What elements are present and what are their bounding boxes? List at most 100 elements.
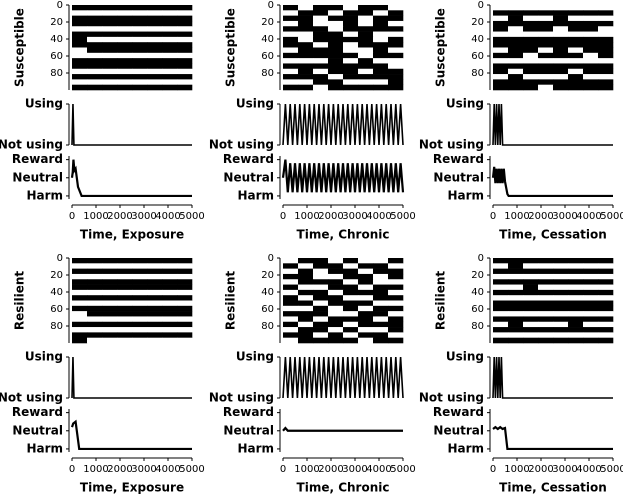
raster-cell — [72, 42, 88, 48]
raster-cell — [508, 332, 524, 338]
raster-cell — [87, 327, 103, 333]
raster-cell — [72, 289, 88, 296]
raster-cell — [343, 26, 359, 32]
raster-cell — [328, 31, 344, 38]
raster-cell — [343, 15, 359, 22]
raster-cell — [523, 5, 539, 11]
raster-cell — [493, 279, 509, 285]
y-tick-label: Harm — [26, 188, 63, 202]
raster-cell — [583, 20, 599, 27]
raster-cell — [147, 332, 163, 338]
raster-cell — [538, 15, 554, 22]
x-tick-label: 5000 — [179, 211, 204, 222]
raster-cell — [358, 273, 374, 280]
raster-cell — [523, 289, 539, 296]
raster-cell — [313, 47, 329, 54]
raster-cell — [283, 68, 299, 75]
raster-cell — [358, 337, 374, 344]
raster-cell — [147, 5, 163, 11]
raster-cell — [177, 258, 193, 264]
raster-cell — [553, 316, 569, 323]
raster-cell — [162, 42, 178, 48]
y-tick-label: Not using — [0, 391, 63, 405]
x-tick-label: 4000 — [366, 211, 391, 222]
raster-cell — [298, 63, 314, 70]
x-tick-label: 2000 — [107, 464, 132, 475]
y-tick-label: Using — [446, 97, 484, 111]
raster-cell — [102, 268, 118, 275]
raster-cell — [132, 20, 148, 27]
raster-cell — [328, 279, 344, 285]
x-axis-label: Time, Chronic — [297, 481, 390, 495]
raster-cell — [343, 52, 359, 59]
raster-cell — [373, 321, 389, 328]
raster-cell — [553, 337, 569, 344]
raster-cell — [162, 321, 178, 328]
raster-cell — [132, 36, 148, 43]
raster-cell — [373, 268, 389, 275]
raster-cell — [583, 68, 599, 75]
raster-cell — [343, 74, 359, 80]
raster-cell — [373, 74, 389, 80]
x-tick-label: 1000 — [294, 211, 319, 222]
raster-cell — [508, 58, 524, 64]
raster-cell — [493, 268, 509, 275]
raster-cell — [373, 258, 389, 264]
raster-cell — [147, 258, 163, 264]
raster-cell — [538, 52, 554, 59]
raster-cell — [102, 10, 118, 16]
raster-cell — [523, 337, 539, 344]
raster-cell — [162, 263, 178, 269]
y-tick-label: Using — [25, 97, 63, 111]
raster-cell — [358, 284, 374, 291]
raster-cell — [162, 58, 178, 64]
y-tick-label: 60 — [261, 51, 274, 62]
raster-cell — [87, 273, 103, 280]
raster-cell — [493, 20, 509, 27]
raster-cell — [553, 311, 569, 317]
raster-cell — [102, 20, 118, 27]
raster-cell — [117, 300, 133, 307]
raster-cell — [117, 295, 133, 301]
raster-cell — [508, 295, 524, 301]
raster-cell — [132, 26, 148, 32]
x-tick-label: 5000 — [390, 211, 415, 222]
raster-cell — [583, 332, 599, 338]
raster-cell — [373, 79, 389, 85]
raster-cell — [147, 305, 163, 312]
raster-cell — [388, 305, 404, 312]
raster-cell — [553, 258, 569, 264]
y-tick-label: Reward — [12, 152, 63, 166]
raster-cell — [598, 47, 614, 54]
raster-cell — [177, 68, 193, 75]
raster-cell — [177, 284, 193, 291]
raster-cell — [177, 289, 193, 296]
raster-cell — [102, 332, 118, 338]
raster-cell — [553, 42, 569, 48]
raster-cell — [72, 52, 88, 59]
raster-cell — [508, 47, 524, 54]
raster-cell — [538, 321, 554, 328]
using-line — [71, 356, 192, 399]
raster-cell — [283, 258, 299, 264]
raster-cell — [87, 268, 103, 275]
raster-cell — [298, 74, 314, 80]
raster-cell — [583, 36, 599, 43]
raster-cell — [553, 63, 569, 70]
raster-cell — [538, 74, 554, 80]
raster-cell — [583, 47, 599, 54]
raster-cell — [117, 273, 133, 280]
raster-cell — [283, 74, 299, 80]
x-tick-label: 2000 — [528, 211, 553, 222]
raster-cell — [493, 284, 509, 291]
raster-cell — [373, 300, 389, 307]
raster-cell — [493, 52, 509, 59]
raster-cell — [598, 36, 614, 43]
raster-cell — [147, 52, 163, 59]
raster-cell — [313, 68, 329, 75]
raster-cell — [72, 10, 88, 16]
raster-cell — [298, 258, 314, 264]
raster-cell — [132, 42, 148, 48]
raster-cell — [72, 263, 88, 269]
raster-cell — [598, 300, 614, 307]
